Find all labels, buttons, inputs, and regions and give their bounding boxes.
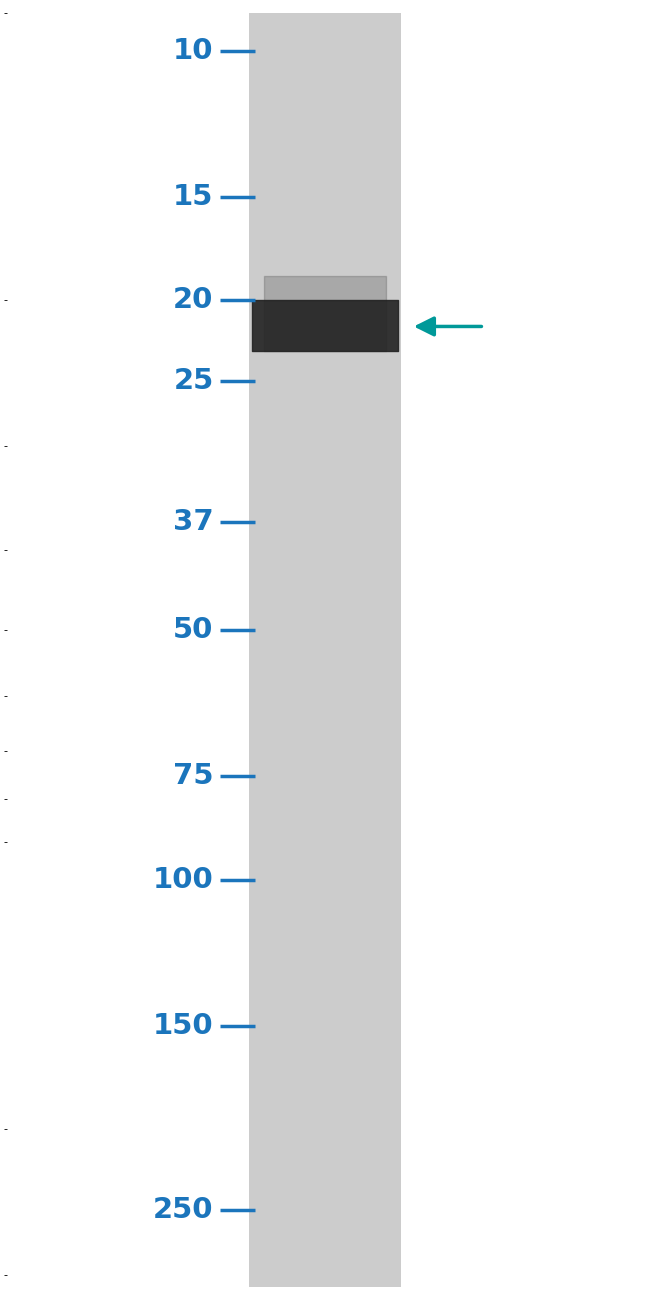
Bar <box>248 13 402 1287</box>
Text: 150: 150 <box>153 1011 213 1040</box>
Text: 20: 20 <box>173 286 213 315</box>
Text: 75: 75 <box>173 762 213 790</box>
Text: 50: 50 <box>173 616 213 645</box>
Text: 25: 25 <box>174 367 213 395</box>
Text: 250: 250 <box>153 1196 213 1223</box>
Text: 15: 15 <box>173 183 213 211</box>
Text: 10: 10 <box>173 36 213 65</box>
Text: 37: 37 <box>173 508 213 536</box>
Text: 100: 100 <box>153 866 213 893</box>
